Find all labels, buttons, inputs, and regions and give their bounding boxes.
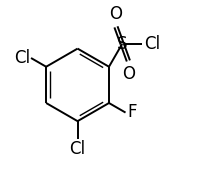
Text: Cl: Cl [69, 140, 86, 158]
Text: Cl: Cl [144, 35, 161, 53]
Text: O: O [109, 5, 123, 23]
Text: F: F [127, 103, 137, 121]
Text: Cl: Cl [14, 50, 30, 67]
Text: S: S [117, 35, 128, 53]
Text: O: O [122, 65, 135, 83]
